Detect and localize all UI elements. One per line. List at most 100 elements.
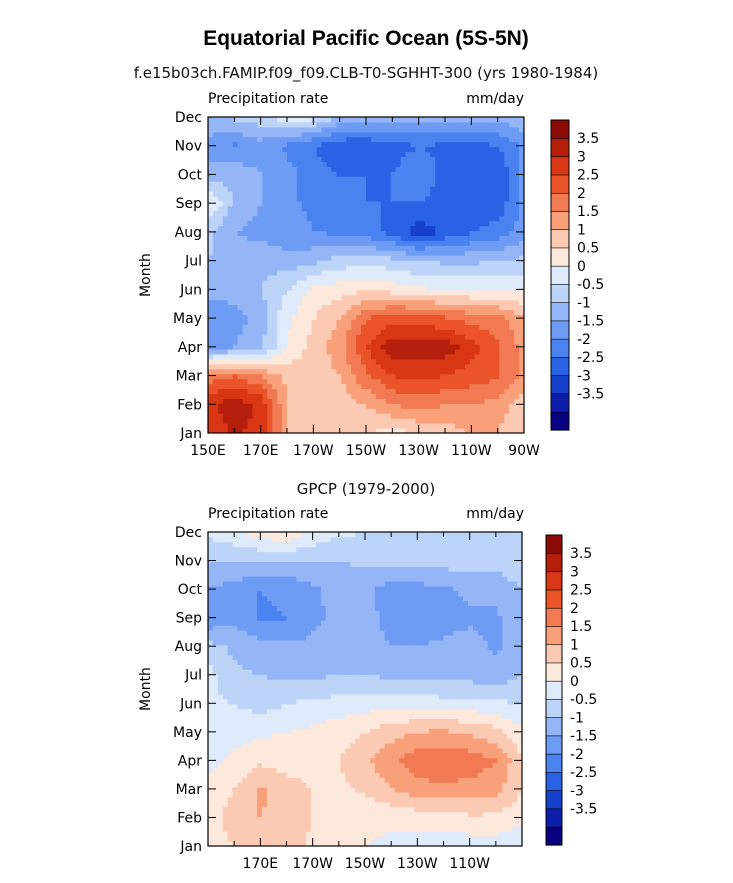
heatmap-cell	[489, 403, 495, 409]
heatmap-cell	[311, 136, 318, 143]
heatmap-cell	[435, 314, 441, 320]
heatmap-cell	[217, 166, 224, 172]
heatmap-cell	[463, 841, 469, 847]
heatmap-cell	[370, 196, 377, 202]
heatmap-cell	[282, 383, 288, 390]
heatmap-cell	[415, 117, 421, 123]
heatmap-cell	[425, 358, 431, 365]
heatmap-cell	[277, 151, 283, 157]
heatmap-cell	[430, 363, 436, 370]
heatmap-cell	[384, 831, 391, 837]
heatmap-cell	[474, 240, 481, 246]
heatmap-cell	[420, 215, 426, 222]
heatmap-cell	[400, 339, 406, 345]
heatmap-cell	[296, 240, 303, 246]
heatmap-cell	[340, 787, 346, 793]
heatmap-cell	[212, 363, 219, 370]
heatmap-cell	[423, 806, 430, 813]
heatmap-cell	[361, 418, 367, 424]
heatmap-cell	[326, 240, 332, 246]
heatmap-cell	[494, 304, 500, 311]
heatmap-cell	[287, 358, 293, 365]
heatmap-cell	[477, 826, 484, 832]
heatmap-cell	[514, 418, 520, 424]
heatmap-cell	[514, 260, 520, 266]
heatmap-cell	[479, 368, 485, 375]
heatmap-cell	[479, 428, 485, 434]
heatmap-cell	[385, 388, 392, 394]
heatmap-cell	[336, 146, 342, 153]
heatmap-cell	[252, 413, 258, 419]
heatmap-cell	[311, 284, 318, 291]
heatmap-cell	[287, 235, 293, 241]
heatmap-cell	[247, 299, 253, 306]
heatmap-cell	[267, 245, 273, 251]
heatmap-cell	[345, 836, 351, 842]
heatmap-cell	[330, 787, 337, 793]
heatmap-cell	[306, 309, 313, 315]
heatmap-cell	[227, 418, 234, 424]
heatmap-cell	[385, 225, 392, 232]
heatmap-cell	[489, 314, 495, 320]
heatmap-cell	[286, 816, 292, 822]
heatmap-cell	[410, 294, 416, 301]
heatmap-cell	[489, 196, 495, 202]
heatmap-cell	[356, 363, 362, 370]
heatmap-cell	[217, 205, 224, 212]
heatmap-cell	[301, 378, 308, 385]
heatmap-cell	[370, 210, 377, 217]
heatmap-cell	[499, 413, 505, 419]
heatmap-cell	[287, 324, 293, 330]
heatmap-cell	[370, 393, 377, 399]
heatmap-cell	[232, 230, 239, 236]
heatmap-cell	[375, 418, 382, 424]
heatmap-cell	[425, 383, 431, 390]
colorbar-frame	[550, 119, 570, 431]
heatmap-cell	[257, 388, 263, 394]
heatmap-cell	[394, 801, 400, 808]
heatmap-cell	[484, 240, 490, 246]
heatmap-cell	[311, 265, 318, 271]
heatmap-cell	[271, 796, 278, 803]
heatmap-cell	[296, 363, 303, 370]
heatmap-cell	[514, 220, 520, 227]
heatmap-cell	[306, 403, 313, 409]
heatmap-cell	[430, 265, 436, 271]
heatmap-cell	[222, 811, 229, 818]
heatmap-cell	[212, 136, 219, 143]
heatmap-cell	[262, 245, 268, 251]
heatmap-cell	[311, 408, 318, 414]
heatmap-cell	[440, 117, 446, 123]
heatmap-cell	[252, 314, 258, 320]
heatmap-cell	[435, 235, 441, 241]
heatmap-cell	[361, 319, 367, 325]
heatmap-cell	[454, 141, 461, 148]
heatmap-cell	[458, 787, 464, 793]
heatmap-cell	[448, 787, 454, 793]
heatmap-cell	[232, 121, 239, 128]
heatmap-cell	[380, 349, 387, 355]
heatmap-cell	[370, 265, 377, 271]
heatmap-cell	[499, 235, 505, 241]
heatmap-cell	[519, 378, 525, 385]
heatmap-cell	[410, 363, 416, 370]
y-tick-label: Jul	[184, 254, 202, 270]
heatmap-cell	[331, 314, 337, 320]
heatmap-cell	[509, 363, 515, 370]
heatmap-cell	[405, 358, 411, 365]
heatmap-cell	[445, 403, 451, 409]
heatmap-cell	[306, 339, 313, 345]
heatmap-cell	[448, 806, 454, 813]
heatmap-cell	[316, 398, 323, 404]
heatmap-cell	[494, 279, 500, 286]
heatmap-cell	[380, 423, 387, 429]
heatmap-cell	[400, 200, 406, 207]
heatmap-cell	[301, 205, 308, 212]
heatmap-cell	[430, 294, 436, 301]
heatmap-cell	[499, 423, 505, 429]
heatmap-cell	[335, 816, 341, 822]
heatmap-cell	[355, 792, 361, 798]
heatmap-cell	[282, 388, 288, 394]
heatmap-cell	[311, 161, 318, 167]
heatmap-cell	[287, 200, 293, 207]
